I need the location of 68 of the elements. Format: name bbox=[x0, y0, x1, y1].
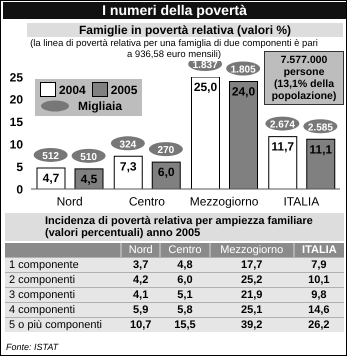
y-tick-label: 5 bbox=[16, 160, 24, 174]
data-label: 26,2 bbox=[307, 318, 331, 332]
chart-subtitle: Famiglie in povertà relativa (valori %) bbox=[27, 23, 343, 37]
data-label: 7,3 bbox=[120, 159, 137, 174]
y-tick-label: 15 bbox=[10, 115, 24, 130]
x-tick-label: ITALIA bbox=[294, 243, 344, 258]
annotation: 512 bbox=[42, 150, 60, 162]
y-tick-label: 2 componenti bbox=[8, 273, 76, 288]
data-label: 24,0 bbox=[232, 84, 256, 98]
y-tick-label: 1 componente bbox=[8, 258, 80, 272]
x-tick-label: Nord bbox=[121, 243, 160, 258]
legend-label: 2005 bbox=[110, 82, 138, 97]
chart-title: Incidenza di povertà relativa per ampiezza familiare (valori percentuali) anno 2005 bbox=[5, 213, 344, 241]
data-label: 10,1 bbox=[307, 273, 331, 288]
annotation: 2.585 bbox=[308, 122, 334, 134]
data-label: 15,5 bbox=[173, 318, 197, 332]
annotation: 270 bbox=[158, 145, 175, 156]
data-label: 25,1 bbox=[240, 303, 264, 318]
data-label: 25,0 bbox=[194, 80, 218, 94]
bar bbox=[191, 77, 220, 189]
data-label: 6,0 bbox=[158, 165, 175, 180]
y-tick-label: 3 componenti bbox=[8, 288, 76, 302]
data-label: 4,5 bbox=[80, 172, 98, 186]
data-label: 17,7 bbox=[240, 258, 264, 272]
annotation: 324 bbox=[120, 139, 137, 150]
data-label: 7,9 bbox=[310, 258, 328, 272]
x-tick-label: Centro bbox=[128, 194, 166, 209]
x-tick-label: Mezzogiorno bbox=[210, 243, 294, 258]
data-label: 3,7 bbox=[132, 258, 150, 272]
chart-title: I numeri della povertà bbox=[3, 2, 346, 19]
data-label: 4,1 bbox=[132, 288, 150, 302]
data-label: 9,8 bbox=[310, 288, 328, 302]
data-label: 14,6 bbox=[307, 303, 331, 318]
annotation: 510 bbox=[80, 152, 98, 163]
data-label: 25,2 bbox=[240, 273, 264, 288]
y-tick-label: 5 o più componenti bbox=[8, 318, 103, 332]
data-label: 11,7 bbox=[271, 140, 294, 154]
annotation: Migliaia bbox=[78, 99, 122, 113]
x-tick-label: Centro bbox=[160, 243, 210, 258]
data-label: 21,9 bbox=[240, 288, 264, 302]
data-label: 11,1 bbox=[309, 142, 332, 156]
legend-label: 2004 bbox=[58, 82, 86, 97]
annotation: 1.837 bbox=[192, 60, 218, 71]
data-label: 5,8 bbox=[176, 303, 194, 318]
y-tick-label: 25 bbox=[10, 70, 24, 84]
x-tick-label: Nord bbox=[56, 194, 83, 209]
x-tick-label: Mezzogiorno bbox=[190, 194, 259, 209]
data-label: 4,8 bbox=[176, 258, 194, 272]
bar bbox=[229, 80, 258, 189]
x-tick-label: ITALIA bbox=[283, 194, 320, 209]
y-tick-label: 20 bbox=[10, 92, 24, 107]
data-label: 10,7 bbox=[128, 318, 152, 332]
data-label: 6,0 bbox=[176, 273, 194, 288]
data-label: 4,2 bbox=[132, 273, 150, 288]
annotation: 2.674 bbox=[270, 120, 296, 131]
annotation: 7.577.000 persone (13,1% della popolazione) bbox=[264, 51, 344, 105]
y-tick-label: 10 bbox=[10, 137, 24, 152]
y-tick-label: 4 componenti bbox=[8, 303, 76, 318]
y-tick-label: 0 bbox=[16, 182, 24, 196]
bar bbox=[268, 136, 298, 189]
bar bbox=[306, 138, 336, 189]
data-label: 5,9 bbox=[132, 303, 150, 318]
annotation: 1.805 bbox=[230, 64, 256, 76]
data-label: 39,2 bbox=[240, 318, 264, 332]
bar bbox=[114, 156, 143, 189]
source-note: Fonte: ISTAT bbox=[6, 342, 58, 352]
data-label: 4,7 bbox=[42, 170, 60, 185]
data-label: 5,1 bbox=[176, 288, 194, 302]
